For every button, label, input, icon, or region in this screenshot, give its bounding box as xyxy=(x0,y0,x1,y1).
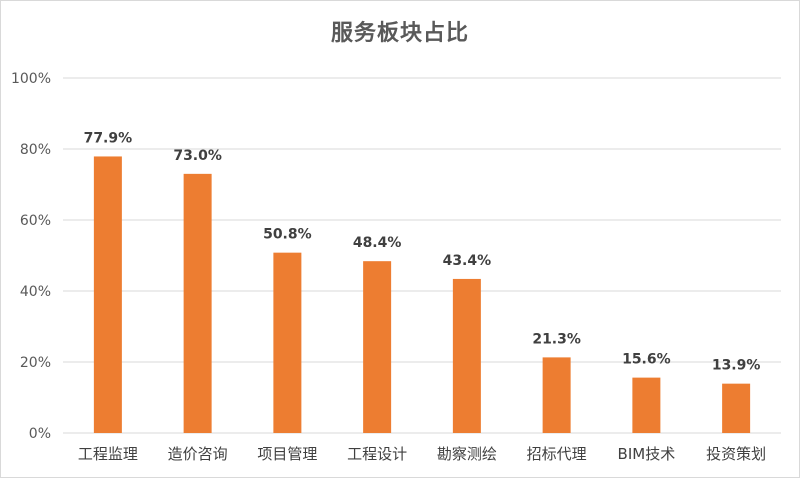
data-label: 13.9% xyxy=(712,358,761,374)
x-category-label: 项目管理 xyxy=(257,445,317,463)
y-tick-label: 60% xyxy=(20,213,51,229)
bar xyxy=(93,156,122,433)
data-label: 77.9% xyxy=(84,130,133,146)
bar xyxy=(273,252,302,433)
y-tick-label: 80% xyxy=(20,142,51,158)
data-label: 43.4% xyxy=(443,253,492,269)
x-category-label: BIM技术 xyxy=(618,445,676,463)
x-category-label: 招标代理 xyxy=(527,445,587,463)
x-category-label: 造价咨询 xyxy=(168,445,228,463)
data-label: 48.4% xyxy=(353,235,402,251)
y-tick-label: 0% xyxy=(29,426,51,442)
bar xyxy=(452,278,481,433)
bar xyxy=(183,173,212,433)
bar xyxy=(722,383,751,433)
x-axis-categories: 工程监理 造价咨询 项目管理 工程设计 勘察测绘 招标代理 BIM技术 投资策划 xyxy=(78,445,766,463)
data-label: 15.6% xyxy=(622,352,671,368)
x-category-label: 投资策划 xyxy=(706,445,766,463)
bars xyxy=(93,156,751,433)
bar xyxy=(632,377,661,433)
data-label: 50.8% xyxy=(263,227,312,243)
x-category-label: 勘察测绘 xyxy=(437,445,497,463)
data-labels: 77.9% 73.0% 50.8% 48.4% 43.4% 21.3% 15.6% 13.9% xyxy=(84,130,761,373)
x-category-label: 工程监理 xyxy=(78,445,138,463)
data-label: 21.3% xyxy=(532,331,581,347)
bar xyxy=(542,357,571,433)
x-category-label: 工程设计 xyxy=(347,445,407,463)
grid-lines xyxy=(63,77,781,434)
y-axis-ticks: 0% 20% 40% 60% 80% 100% xyxy=(11,71,51,442)
y-tick-label: 40% xyxy=(20,284,51,300)
data-label: 73.0% xyxy=(173,148,222,164)
bar xyxy=(363,261,392,433)
y-tick-label: 20% xyxy=(20,355,51,371)
chart-title: 服务板块占比 xyxy=(330,21,469,46)
y-tick-label: 100% xyxy=(11,71,51,87)
